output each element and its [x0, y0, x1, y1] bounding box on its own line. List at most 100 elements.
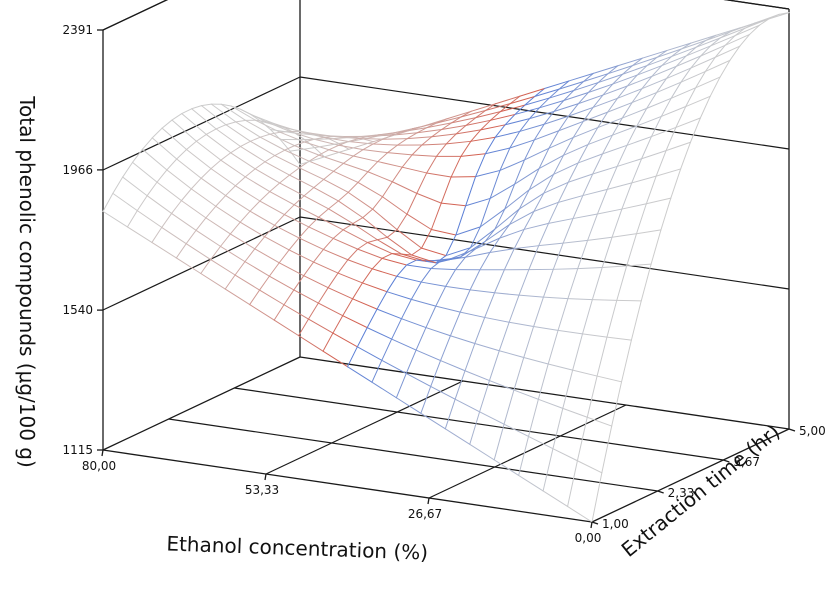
- surface-mesh-segment: [141, 148, 168, 171]
- surface-mesh-segment: [313, 248, 324, 263]
- surface-mesh-segment: [509, 208, 520, 226]
- surface-mesh-segment: [557, 181, 569, 203]
- surface-mesh-segment: [244, 168, 256, 178]
- surface-mesh-segment: [363, 133, 389, 140]
- surface-mesh-segment: [504, 118, 531, 126]
- surface-mesh-segment: [323, 148, 350, 158]
- surface-mesh-segment: [470, 136, 496, 142]
- surface-mesh-segment: [523, 326, 535, 359]
- surface-mesh-segment: [542, 296, 569, 300]
- surface-mesh-segment: [259, 136, 286, 151]
- left-wall-gridline: [102, 76, 301, 171]
- surface-mesh-segment: [396, 138, 408, 146]
- surface-mesh-segment: [494, 269, 505, 294]
- surface-mesh-segment: [490, 113, 516, 121]
- surface-mesh-segment: [307, 318, 334, 334]
- surface-mesh-segment: [220, 103, 232, 107]
- surface-mesh-segment: [606, 299, 618, 338]
- surface-mesh-segment: [655, 168, 682, 177]
- floor-gridline: [265, 380, 464, 475]
- surface-mesh-segment: [440, 202, 467, 207]
- surface-mesh-segment: [430, 228, 457, 236]
- surface-mesh-segment: [508, 321, 535, 328]
- surface-mesh-segment: [656, 81, 682, 94]
- surface-mesh-segment: [191, 108, 217, 130]
- surface-mesh-segment: [460, 241, 486, 258]
- surface-mesh-segment: [215, 195, 227, 207]
- surface-mesh-segment: [680, 39, 707, 50]
- surface-mesh-segment: [503, 389, 515, 425]
- surface-mesh-segment: [645, 197, 672, 205]
- surface-mesh-segment: [474, 237, 501, 250]
- surface-mesh-segment: [533, 123, 545, 141]
- surface-mesh-segment: [441, 124, 467, 131]
- surface-mesh-segment: [151, 137, 178, 160]
- surface-mesh-segment: [641, 75, 653, 90]
- surface-mesh-segment: [562, 218, 574, 244]
- surface-mesh-segment: [357, 181, 383, 198]
- surface-mesh-segment: [685, 46, 697, 57]
- surface-mesh-segment: [576, 416, 588, 462]
- surface-mesh-segment: [563, 92, 589, 101]
- surface-mesh-segment: [567, 162, 579, 183]
- surface-mesh-segment: [327, 272, 339, 289]
- surface-mesh-segment: [548, 88, 560, 99]
- surface-mesh-segment: [328, 208, 354, 225]
- surface-mesh-segment: [376, 239, 403, 255]
- z-tick-label: 2391: [62, 23, 93, 37]
- surface-mesh-segment: [176, 158, 202, 179]
- surface-mesh-segment: [670, 168, 682, 199]
- surface-mesh-segment: [303, 141, 330, 151]
- surface-mesh-segment: [518, 474, 544, 492]
- x-tick-label: 0,00: [575, 531, 602, 545]
- surface-mesh-segment: [529, 107, 540, 120]
- surface-mesh-segment: [558, 81, 585, 90]
- surface-mesh-segment: [548, 201, 559, 224]
- surface-mesh-segment: [235, 119, 247, 123]
- surface-mesh-segment: [557, 195, 584, 203]
- surface-mesh-segment: [357, 138, 384, 140]
- surface-mesh-segment: [494, 130, 521, 138]
- surface-mesh-segment: [396, 275, 422, 283]
- surface-mesh-segment: [406, 264, 432, 270]
- surface-mesh-segment: [303, 261, 315, 277]
- surface-mesh-segment: [577, 153, 604, 164]
- surface-mesh-segment: [573, 81, 585, 92]
- surface-mesh-segment: [441, 122, 452, 131]
- surface-mesh-segment: [591, 266, 603, 301]
- surface-mesh-segment: [690, 55, 702, 69]
- surface-mesh-segment: [562, 407, 588, 418]
- surface-mesh-segment: [328, 200, 339, 210]
- surface-mesh-segment: [230, 152, 256, 170]
- surface-mesh-segment: [401, 166, 428, 174]
- surface-mesh-segment: [519, 118, 531, 132]
- y-tick-label: 1,00: [602, 517, 629, 531]
- surface-mesh-segment: [240, 145, 266, 163]
- surface-mesh-segment: [372, 133, 399, 143]
- surface-mesh-segment: [714, 45, 741, 58]
- surface-mesh-segment: [225, 195, 251, 212]
- surface-mesh-segment: [587, 236, 613, 241]
- surface-mesh-segment: [201, 103, 212, 107]
- surface-mesh-segment: [636, 65, 648, 76]
- surface-mesh-segment: [229, 233, 256, 250]
- surface-mesh-segment: [425, 327, 451, 337]
- surface-mesh-segment: [519, 88, 545, 97]
- surface-mesh-segment: [469, 289, 496, 294]
- surface-mesh-segment: [283, 214, 310, 228]
- surface-mesh-segment: [719, 59, 731, 78]
- surface-mesh-segment: [337, 259, 349, 274]
- surface-mesh-segment: [445, 269, 456, 287]
- surface-mesh-segment: [294, 141, 305, 147]
- surface-mesh-segment: [611, 208, 623, 238]
- x-tick-label: 80,00: [82, 459, 116, 473]
- surface-mesh-segment: [260, 120, 286, 129]
- surface-mesh-segment: [538, 147, 550, 170]
- surface-mesh-segment: [592, 97, 618, 108]
- surface-mesh-segment: [259, 275, 270, 291]
- surface-mesh-segment: [415, 349, 442, 362]
- surface-mesh-segment: [592, 65, 619, 74]
- surface-mesh-segment: [205, 128, 217, 135]
- surface-mesh-segment: [406, 192, 418, 215]
- surface-mesh-segment: [278, 249, 290, 264]
